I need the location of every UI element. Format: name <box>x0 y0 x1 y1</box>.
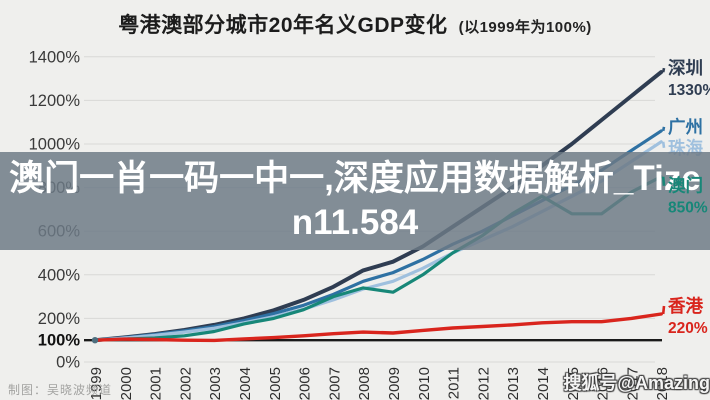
x-axis-label: 2007 <box>326 367 343 400</box>
x-axis-label: 2017 <box>624 367 641 400</box>
x-axis-label: 2014 <box>535 367 552 400</box>
series-end-label-shenzhen: 深圳 <box>668 58 703 78</box>
x-axis-label: 2010 <box>416 367 433 400</box>
series-label-connector-shenzhen <box>661 67 666 73</box>
x-axis-label: 2016 <box>595 367 612 400</box>
x-axis-label: 2009 <box>386 367 403 400</box>
x-axis-label: 2012 <box>475 367 492 400</box>
series-label-connector-guangzhou <box>661 126 666 132</box>
chart-title-main: 粤港澳部分城市20年名义GDP变化 <box>118 14 448 37</box>
y-axis-label: 1000% <box>29 136 81 154</box>
x-axis-label: 2008 <box>356 367 373 400</box>
series-label-connector-zhuhai <box>661 141 666 148</box>
y-axis-label: 100% <box>38 332 81 350</box>
x-axis-label: 2001 <box>148 367 165 400</box>
chart-title: 粤港澳部分城市20年名义GDP变化 (以1999年为100%) <box>0 9 710 39</box>
x-axis-label: 2000 <box>118 367 135 400</box>
x-axis-label: 2013 <box>505 367 522 400</box>
y-axis-label: 1400% <box>29 48 81 66</box>
overlay-banner-text: 澳门一肖一码一中一,深度应用数据解析_Tizen11.584 <box>9 159 701 242</box>
series-end-label-hongkong: 香港 <box>668 296 703 316</box>
series-end-value-shenzhen: 1330% <box>668 82 710 99</box>
series-start-dot <box>91 337 99 344</box>
series-label-connector-hongkong <box>661 305 666 315</box>
chart-title-subtitle-text: (以1999年为100%) <box>458 19 592 36</box>
x-axis-label: 2005 <box>267 367 284 400</box>
series-end-value-macau: 850% <box>668 200 708 217</box>
series-end-label-macau: 澳门 <box>668 176 703 196</box>
series-line-hongkong <box>93 312 663 343</box>
x-axis-label: 2011 <box>446 367 463 399</box>
x-axis-label: 2002 <box>177 367 194 400</box>
overlay-banner: 澳门一肖一码一中一,深度应用数据解析_Tizen11.584 <box>0 152 710 250</box>
y-axis-label: 1200% <box>29 92 81 110</box>
x-axis-label: 2003 <box>207 367 224 400</box>
y-axis-label: 0% <box>56 354 80 372</box>
x-axis-label: 2006 <box>297 367 314 400</box>
x-axis-label: 2004 <box>237 367 254 400</box>
x-axis-label: 1999 <box>88 367 105 400</box>
credit-text: 制图：吴晓波频道 <box>8 383 113 397</box>
x-axis-label: 2015 <box>565 367 582 400</box>
y-axis-label: 400% <box>38 266 81 284</box>
series-label-connector-macau <box>661 176 666 186</box>
y-axis-label: 200% <box>38 310 81 328</box>
series-end-label-guangzhou: 广州 <box>668 117 703 137</box>
series-end-value-hongkong: 220% <box>668 320 708 337</box>
x-axis-label: 2018 <box>654 367 671 400</box>
watermark-text: 搜狐号@Amazing <box>563 373 710 393</box>
